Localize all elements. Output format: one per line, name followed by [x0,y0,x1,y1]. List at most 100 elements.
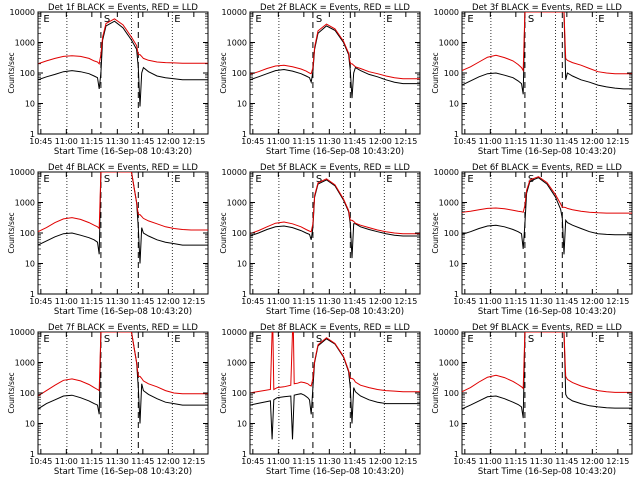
series-line-events [38,20,208,107]
x-axis-label: Start Time (16-Sep-08 10:43:20) [478,307,616,317]
interval-marker-s: S [316,334,322,345]
y-tick-label: 1000 [15,39,35,48]
interval-marker-start: E [255,334,261,345]
interval-marker-start: E [255,174,261,185]
interval-marker-end: E [386,334,392,345]
series-line-lld [462,176,632,214]
x-axis-label: Start Time (16-Sep-08 10:43:20) [266,147,404,157]
panel-title: Det 5f BLACK = Events, RED = LLD [260,163,410,173]
series-line-lld [38,332,208,397]
y-tick-label: 100 [20,389,35,398]
x-tick-label: 11:45 [343,457,366,466]
panel-title: Det 8f BLACK = Events, RED = LLD [260,323,410,333]
y-tick-label: 1000 [15,359,35,368]
x-tick-label: 11:00 [55,137,78,146]
y-tick-label: 1 [454,130,459,139]
panel-title: Det 3f BLACK = Events, RED = LLD [472,3,622,13]
x-tick-label: 11:30 [106,137,129,146]
y-tick-label: 10 [237,100,247,109]
y-tick-label: 1 [242,290,247,299]
interval-marker-start: E [43,14,49,25]
interval-marker-end: E [598,14,604,25]
panel-title: Det 9f BLACK = Events, RED = LLD [472,323,622,333]
x-axis-label: Start Time (16-Sep-08 10:43:20) [478,147,616,157]
y-tick-label: 1 [242,130,247,139]
x-tick-label: 12:15 [182,137,205,146]
x-tick-label: 10:45 [241,457,264,466]
x-tick-label: 11:45 [131,137,154,146]
series-line-lld [250,23,420,80]
x-tick-label: 11:45 [131,457,154,466]
y-tick-label: 1 [30,450,35,459]
x-tick-label: 12:00 [581,457,604,466]
y-tick-label: 1 [30,290,35,299]
interval-marker-start: E [43,174,49,185]
interval-marker-start: E [467,334,473,345]
series-line-events [462,332,632,419]
panel-title: Det 2f BLACK = Events, RED = LLD [260,3,410,13]
x-tick-label: 10:45 [453,297,476,306]
series-line-lld [462,12,632,75]
x-tick-label: 11:30 [530,137,553,146]
plot-frame [249,331,421,455]
y-tick-label: 1000 [227,199,247,208]
series-line-lld [250,178,420,235]
x-tick-label: 12:15 [182,297,205,306]
x-axis-label: Start Time (16-Sep-08 10:43:20) [54,467,192,477]
x-axis-label: Start Time (16-Sep-08 10:43:20) [54,307,192,317]
x-axis-label: Start Time (16-Sep-08 10:43:20) [54,147,192,157]
y-axis-label: Counts/sec [219,52,228,93]
y-tick-label: 10 [449,100,459,109]
y-axis-label: Counts/sec [431,372,440,413]
panel-title: Det 4f BLACK = Events, RED = LLD [48,163,198,173]
x-tick-label: 11:15 [292,137,315,146]
y-tick-label: 10 [25,260,35,269]
interval-marker-end: E [174,14,180,25]
x-tick-label: 12:00 [581,137,604,146]
x-tick-label: 11:45 [343,297,366,306]
y-tick-label: 10000 [434,8,459,17]
x-tick-label: 11:30 [318,137,341,146]
series-line-lld [250,332,420,394]
y-axis-label: Counts/sec [7,52,16,93]
y-tick-label: 10 [449,420,459,429]
x-tick-label: 11:00 [267,137,290,146]
y-tick-label: 1000 [439,199,459,208]
y-axis-label: Counts/sec [7,212,16,253]
interval-marker-s: S [528,334,534,345]
series-line-events [250,338,420,440]
panel-title: Det 1f BLACK = Events, RED = LLD [48,3,198,13]
x-tick-label: 11:00 [479,297,502,306]
plot-frame [37,331,209,455]
y-tick-label: 1 [454,290,459,299]
x-tick-label: 11:15 [292,297,315,306]
x-tick-label: 11:45 [555,457,578,466]
series-line-lld [38,172,208,233]
x-tick-label: 11:00 [55,297,78,306]
panel-title: Det 7f BLACK = Events, RED = LLD [48,323,198,333]
interval-marker-end: E [598,174,604,185]
x-tick-label: 11:15 [504,457,527,466]
x-tick-label: 11:30 [106,457,129,466]
x-tick-label: 12:15 [394,137,417,146]
x-tick-label: 11:30 [318,297,341,306]
x-tick-label: 12:15 [394,297,417,306]
interval-marker-start: E [43,334,49,345]
x-tick-label: 12:00 [157,297,180,306]
x-tick-label: 12:15 [606,297,629,306]
x-tick-label: 11:00 [267,297,290,306]
series-line-events [38,332,208,424]
y-tick-label: 10 [449,260,459,269]
y-tick-label: 1000 [439,359,459,368]
x-tick-label: 11:30 [318,457,341,466]
y-tick-label: 10 [237,260,247,269]
y-tick-label: 100 [444,69,459,78]
x-tick-label: 11:15 [80,457,103,466]
interval-marker-s: S [316,14,322,25]
x-tick-label: 12:15 [606,137,629,146]
panel-title: Det 6f BLACK = Events, RED = LLD [472,163,622,173]
interval-marker-end: E [598,334,604,345]
